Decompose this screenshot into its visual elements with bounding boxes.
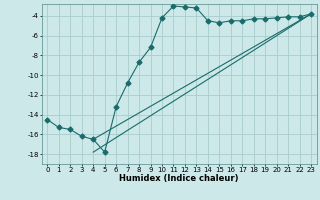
X-axis label: Humidex (Indice chaleur): Humidex (Indice chaleur) xyxy=(119,174,239,183)
